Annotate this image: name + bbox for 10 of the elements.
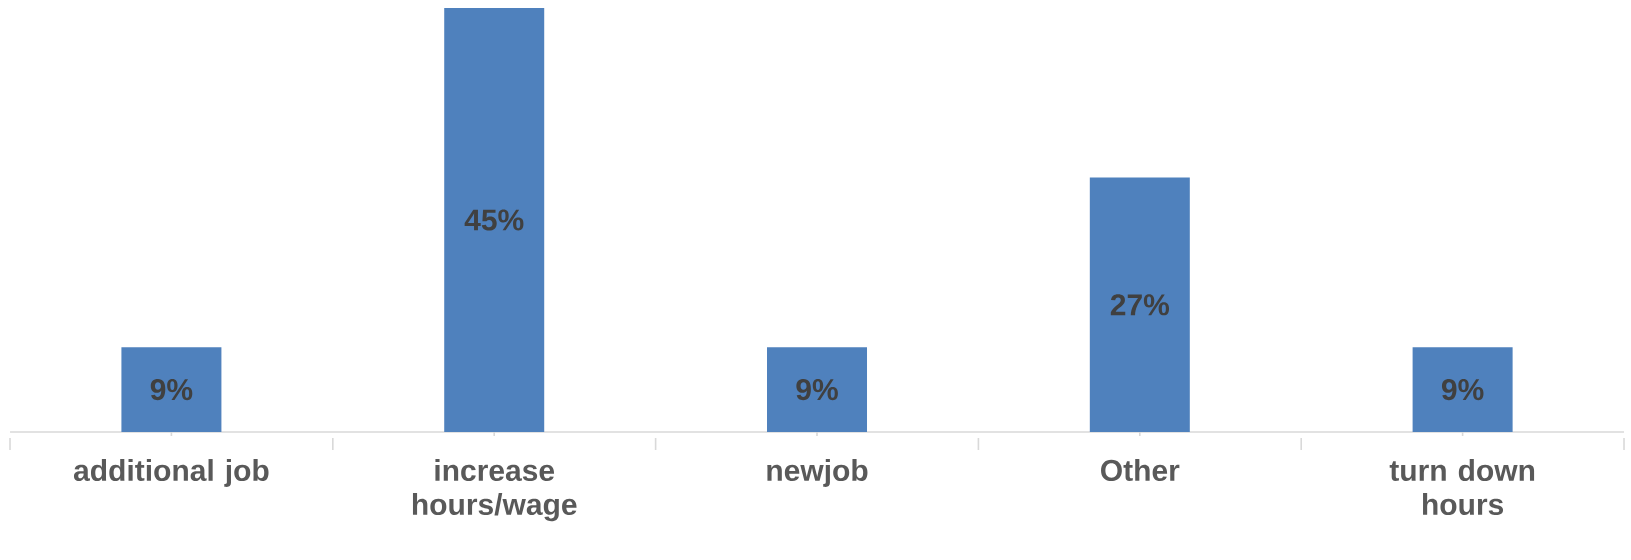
x-tick-label: newjob bbox=[767, 459, 868, 487]
x-tick-label: additional job bbox=[73, 459, 269, 487]
data-label: 45% bbox=[464, 209, 524, 231]
x-tick-label: Other bbox=[1101, 459, 1180, 482]
x-tick-label: increase hours/wage bbox=[412, 459, 577, 522]
data-label: 9% bbox=[1441, 378, 1484, 401]
x-tick-label: turn down hours bbox=[1389, 459, 1535, 516]
data-label: 9% bbox=[796, 378, 838, 401]
data-label: 27% bbox=[1110, 294, 1170, 316]
data-label: 9% bbox=[150, 378, 193, 401]
